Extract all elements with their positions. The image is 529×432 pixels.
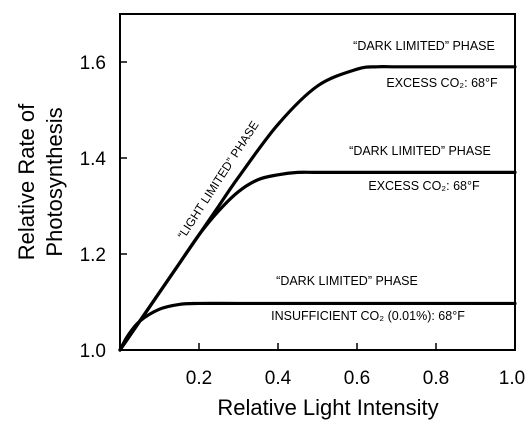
annotation-excess-top: EXCESS CO₂: 68°F [386, 76, 498, 90]
y-tick-label: 1.0 [80, 341, 106, 362]
annotation-dark-mid: “DARK LIMITED” PHASE [349, 144, 491, 158]
y-tick-label: 1.6 [80, 53, 106, 74]
x-tick-label: 0.8 [423, 368, 449, 389]
annotation-excess-mid: EXCESS CO₂: 68°F [368, 179, 480, 193]
annotation-dark-top: “DARK LIMITED” PHASE [353, 39, 495, 53]
x-axis-title: Relative Light Intensity [217, 395, 438, 420]
x-tick-label: 0.4 [265, 368, 292, 389]
y-tick-label: 1.4 [80, 149, 107, 170]
series-lines [118, 65, 517, 352]
series-line-1 [118, 65, 517, 352]
series-line-3 [118, 301, 517, 352]
annotation-dark-bottom: “DARK LIMITED” PHASE [276, 274, 418, 288]
y-axis-title-line2: Photosynthesis [42, 107, 67, 256]
series-line-2 [118, 170, 517, 352]
x-tick-label: 0.6 [344, 368, 370, 389]
x-tick-label: 1.0 [499, 368, 525, 389]
plot-frame [119, 13, 516, 351]
x-ticks: 0.2 0.4 0.6 0.8 1.0 [186, 343, 525, 389]
annotation-insufficient: INSUFFICIENT CO₂ (0.01%): 68°F [271, 309, 465, 323]
x-tick-label: 0.2 [186, 368, 212, 389]
annotation-light-limited: “LIGHT LIMITED” PHASE [175, 118, 262, 241]
y-ticks: 1.0 1.2 1.4 1.6 [80, 53, 127, 362]
y-axis-title-line1: Relative Rate of [14, 103, 39, 260]
y-tick-label: 1.2 [80, 245, 106, 266]
